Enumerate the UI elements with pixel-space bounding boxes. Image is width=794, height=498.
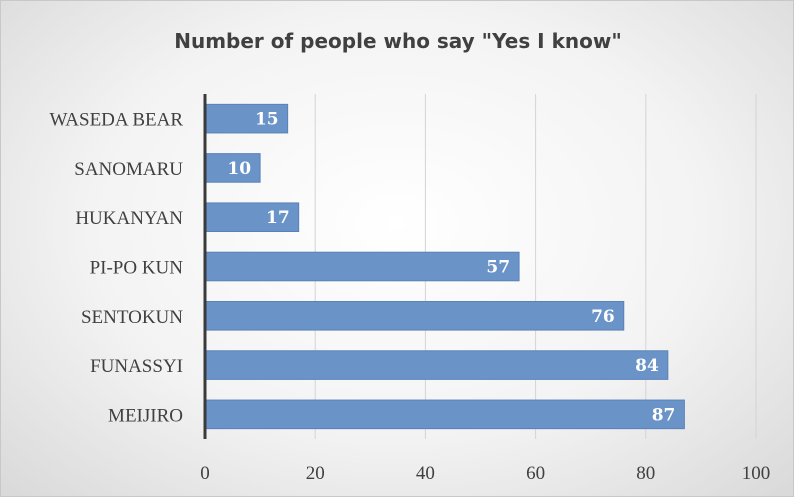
bar <box>204 399 685 430</box>
data-label: 15 <box>255 110 279 130</box>
x-tick-label: 0 <box>200 463 210 484</box>
data-label: 17 <box>266 208 290 228</box>
category-label: SENTOKUN <box>81 307 183 328</box>
category-label: SANOMARU <box>74 159 183 180</box>
category-label: FUNASSYI <box>90 356 183 377</box>
bars: 15 10 17 57 76 84 87 <box>204 103 685 430</box>
data-label: 10 <box>227 159 251 179</box>
tick-labels: 0 20 40 60 80 100 <box>200 463 770 484</box>
bar <box>204 202 300 233</box>
bar <box>204 300 625 331</box>
chart-title: Number of people who say "Yes I know" <box>174 29 622 53</box>
category-labels: WASEDA BEAR SANOMARU HUKANYAN PI-PO KUN SENT… <box>49 110 183 427</box>
bar <box>204 251 520 282</box>
data-label: 84 <box>635 356 659 376</box>
bar <box>204 350 669 380</box>
x-tick-label: 80 <box>636 463 655 484</box>
data-label: 57 <box>486 258 510 278</box>
category-label: HUKANYAN <box>75 208 183 229</box>
x-tick-label: 60 <box>526 463 545 484</box>
data-label: 76 <box>591 307 615 327</box>
category-label: WASEDA BEAR <box>49 110 183 131</box>
data-label: 87 <box>652 405 676 425</box>
x-tick-label: 40 <box>416 463 435 484</box>
x-tick-label: 20 <box>306 463 325 484</box>
bar <box>204 153 261 183</box>
category-label: MEIJIRO <box>108 405 183 426</box>
category-label: PI-PO KUN <box>90 258 184 279</box>
x-tick-label: 100 <box>742 463 771 484</box>
